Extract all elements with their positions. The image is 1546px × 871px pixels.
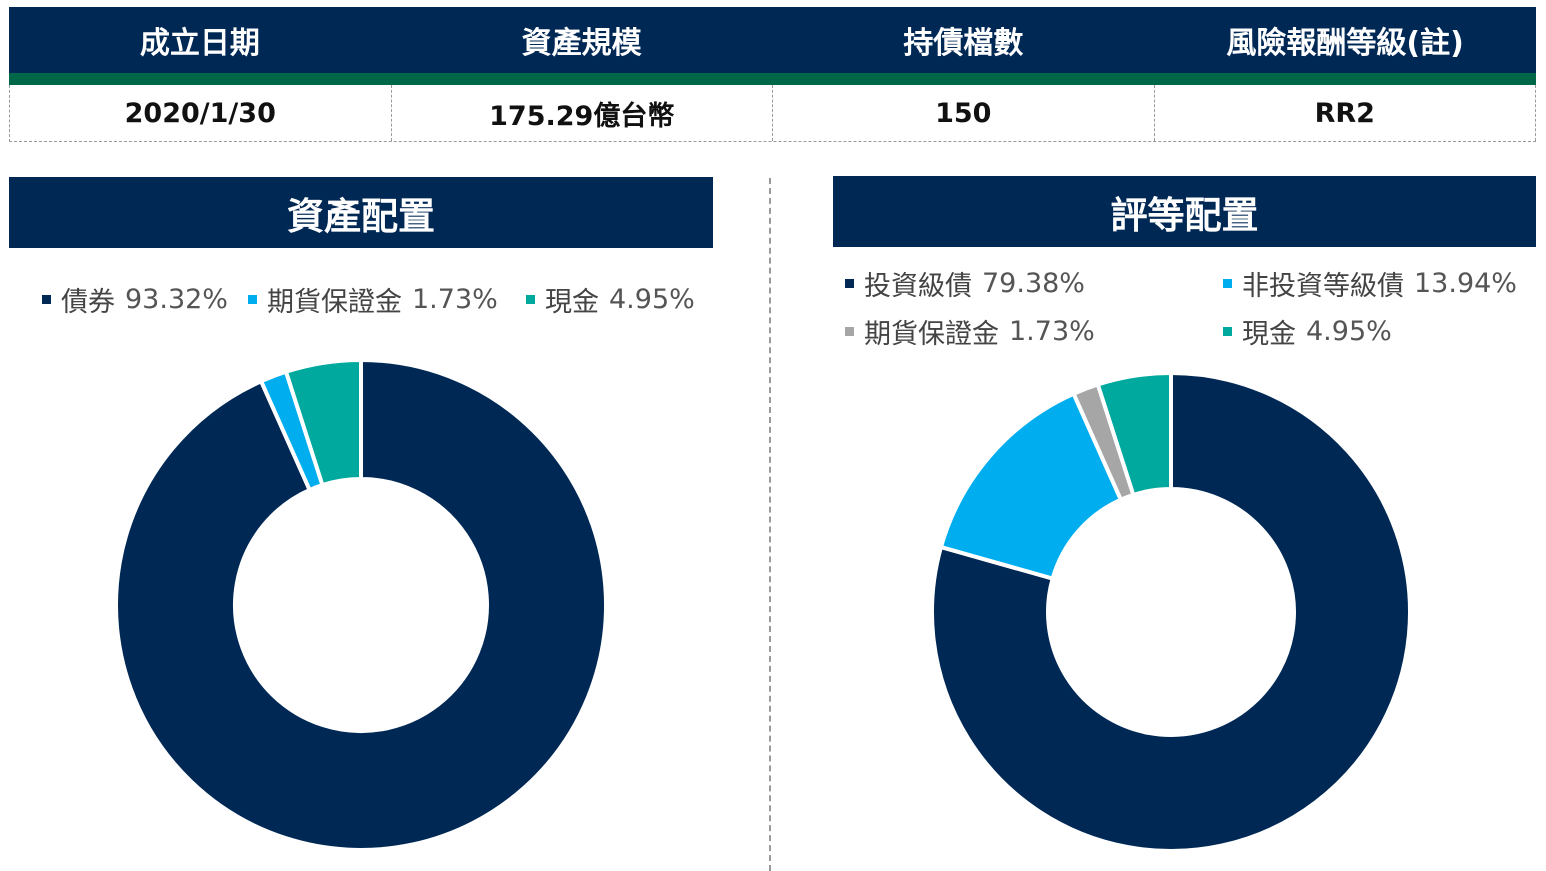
legend-percent: 79.38% [982, 268, 1085, 299]
fund-info-table: 成立日期 資產規模 持債檔數 風險報酬等級(註) 2020/1/30 175.2… [9, 7, 1536, 142]
donut-slice-3 [283, 357, 363, 488]
legend-percent: 1.73% [1009, 316, 1095, 347]
asset-allocation-donut [114, 357, 608, 852]
legend-percent: 4.95% [1306, 316, 1392, 347]
value-risk-rating: RR2 [1155, 85, 1536, 141]
legend-label: 債券 [61, 287, 115, 318]
legend-label: 現金 [1242, 319, 1296, 350]
legend-label: 期貨保證金 [267, 287, 402, 318]
legend-label: 投資級債 [864, 271, 972, 302]
donut-slice-4 [1095, 370, 1173, 498]
legend-label: 非投資等級債 [1242, 271, 1404, 302]
legend-swatch [42, 295, 51, 304]
legend-swatch [845, 279, 854, 288]
header-risk-rating: 風險報酬等級(註) [1226, 26, 1464, 61]
value-holdings-count: 150 [773, 85, 1155, 141]
header-inception-date: 成立日期 [139, 26, 260, 61]
legend-label: 現金 [545, 287, 599, 318]
legend-swatch [248, 295, 257, 304]
legend-item: 期貨保證金 1.73% [248, 280, 498, 319]
legend-item: 現金 4.95% [526, 280, 695, 319]
legend-percent: 1.73% [412, 284, 498, 315]
donut-slice-1 [114, 357, 608, 852]
panel-divider [769, 178, 771, 871]
rating-allocation-donut [930, 370, 1412, 853]
donut-slice-1 [930, 370, 1412, 853]
donut-slice-2 [938, 391, 1124, 582]
legend-item: 投資級債 79.38% [845, 264, 1085, 303]
legend-swatch [1223, 327, 1232, 336]
legend-item: 非投資等級債 13.94% [1223, 264, 1517, 303]
legend-percent: 93.32% [125, 284, 228, 315]
header-fund-size: 資產規模 [521, 26, 642, 61]
legend-swatch [1223, 279, 1232, 288]
fund-info-header-row: 成立日期 資產規模 持債檔數 風險報酬等級(註) [9, 7, 1536, 73]
asset-allocation-title: 資產配置 [9, 177, 713, 248]
legend-swatch [845, 327, 854, 336]
fund-info-value-row: 2020/1/30 175.29億台幣 150 RR2 [9, 85, 1536, 142]
legend-item: 債券 93.32% [42, 280, 228, 319]
legend-swatch [526, 295, 535, 304]
header-holdings-count: 持債檔數 [903, 26, 1024, 61]
legend-label: 期貨保證金 [864, 319, 999, 350]
value-fund-size: 175.29億台幣 [392, 85, 773, 141]
legend-percent: 13.94% [1414, 268, 1517, 299]
rating-allocation-title: 評等配置 [833, 176, 1536, 247]
legend-item: 現金 4.95% [1223, 312, 1392, 351]
value-inception-date: 2020/1/30 [10, 85, 392, 141]
legend-percent: 4.95% [609, 284, 695, 315]
header-green-stripe [9, 73, 1536, 85]
legend-item: 期貨保證金 1.73% [845, 312, 1095, 351]
